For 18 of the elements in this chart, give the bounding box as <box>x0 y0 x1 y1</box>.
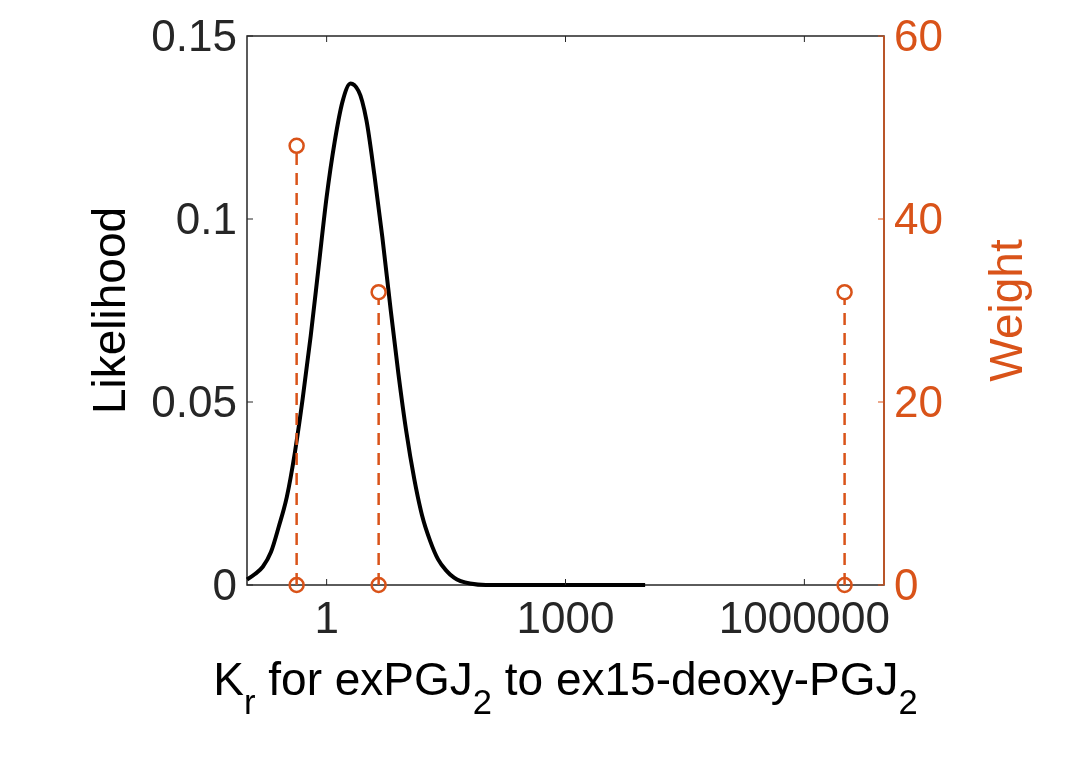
y-tick-label: 0.15 <box>151 11 237 60</box>
y-tick-label: 0 <box>212 560 237 609</box>
y-tick-label: 0.05 <box>151 377 237 426</box>
y2-tick-label: 0 <box>894 560 919 609</box>
y-axis-title: Likelihood <box>83 206 135 415</box>
point <box>836 283 853 301</box>
y2-tick-label: 20 <box>894 377 943 426</box>
y2-tick-label: 40 <box>894 194 943 243</box>
x-tick-label: 1000 <box>516 593 615 642</box>
point <box>288 137 305 155</box>
y2-axis-title: Weight <box>980 239 1032 382</box>
y2-tick-label: 60 <box>894 11 943 60</box>
y-tick-label: 0.1 <box>175 194 237 243</box>
point <box>288 576 305 594</box>
point <box>836 576 853 594</box>
x-axis-title: K$_{r}$ for exPGJ$_{2}$ to ex15-deoxy-PGJ$_{2}$ <box>213 653 918 721</box>
x-tick-label: 1000000 <box>718 593 891 642</box>
x-tick-label: 1 <box>314 593 339 642</box>
